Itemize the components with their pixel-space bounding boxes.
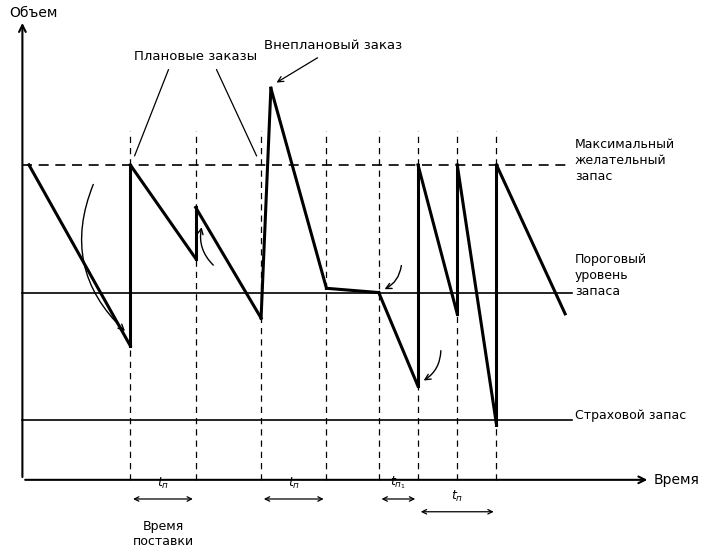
Text: Время: Время (654, 473, 699, 487)
Text: Страховой запас: Страховой запас (575, 409, 686, 423)
Text: Время
поставки: Время поставки (133, 520, 193, 548)
Text: Внеплановый заказ: Внеплановый заказ (264, 39, 402, 52)
Text: $t_п$: $t_п$ (157, 476, 169, 491)
Text: Максимальный
желательный
запас: Максимальный желательный запас (575, 138, 675, 183)
Text: $t_{п_1}$: $t_{п_1}$ (390, 475, 407, 491)
Text: $t_п$: $t_п$ (451, 489, 463, 504)
Text: $t_п$: $t_п$ (287, 476, 300, 491)
Text: Пороговый
уровень
запаса: Пороговый уровень запаса (575, 253, 647, 298)
Text: Объем: Объем (9, 6, 58, 20)
Text: Плановые заказы: Плановые заказы (134, 50, 257, 63)
